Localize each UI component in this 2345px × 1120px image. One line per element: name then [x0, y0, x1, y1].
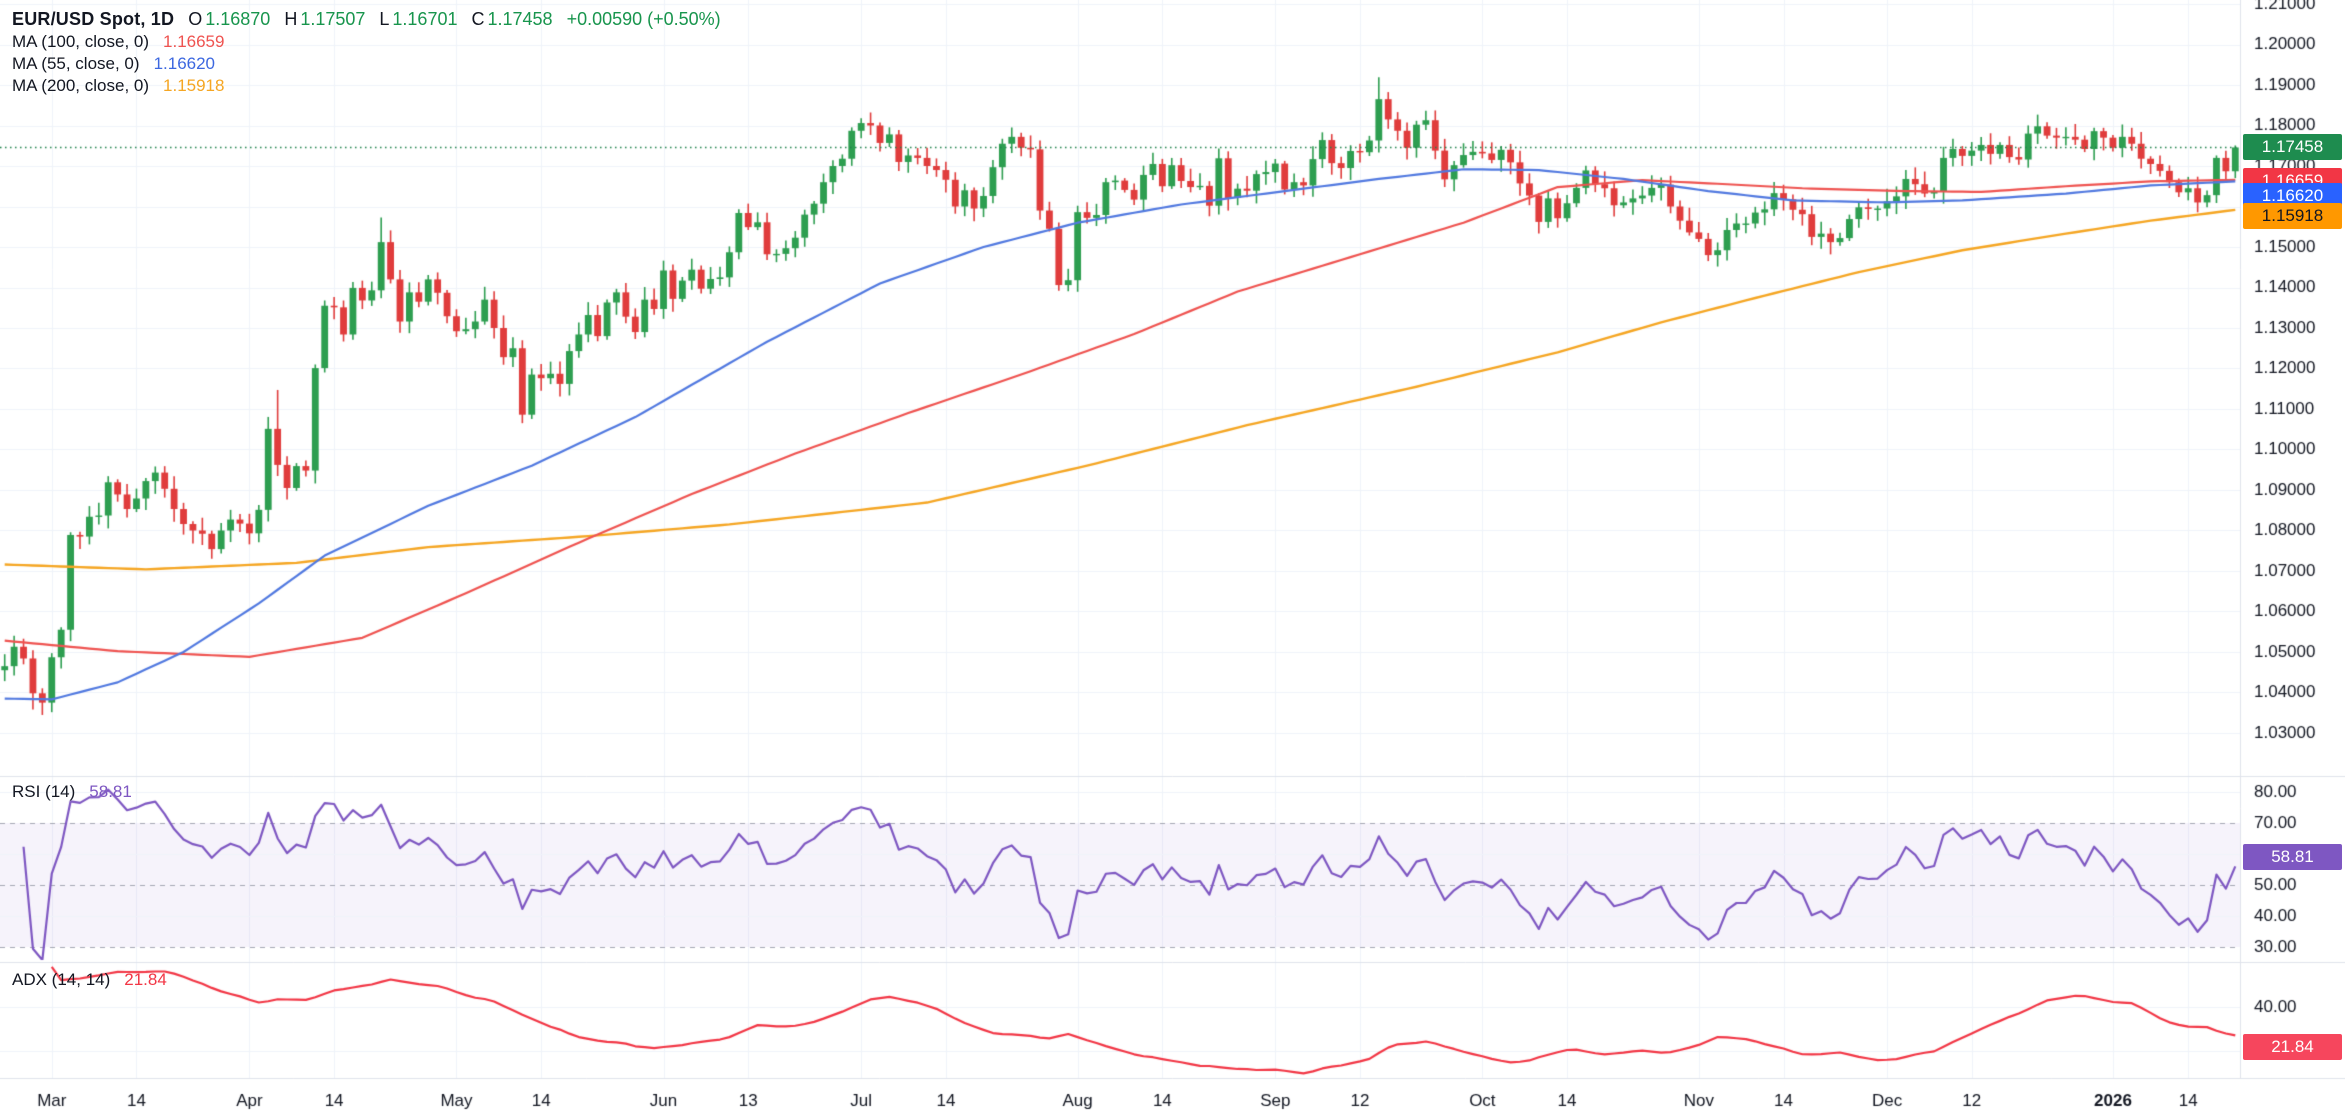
adx-legend-value: 21.84 [124, 970, 167, 989]
price-scale[interactable] [2240, 0, 2345, 1078]
symbol-title: EUR/USD Spot, 1D [12, 9, 175, 29]
ma55-legend: MA (55, close, 0) 1.16620 [12, 54, 216, 73]
time-scale[interactable] [0, 1078, 2345, 1120]
ohlc-low: L 1.16701 [379, 9, 458, 29]
ohlc-open: O 1.16870 [188, 9, 271, 29]
symbol-row: EUR/USD Spot, 1D O 1.16870 H 1.17507 L 1.16… [12, 8, 721, 31]
change-value: +0.00590 (+0.50%) [566, 9, 721, 29]
chart-legend: EUR/USD Spot, 1D O 1.16870 H 1.17507 L 1.16… [12, 8, 721, 97]
rsi-legend: RSI (14) 58.81 [12, 782, 132, 801]
ma55-legend-value: 1.16620 [153, 54, 216, 73]
ma100-legend-value: 1.16659 [163, 32, 225, 51]
axis-badge-current-price: 1.17458 [2243, 134, 2342, 160]
axis-badge-adx-value: 21.84 [2243, 1034, 2342, 1060]
ma200-legend: MA (200, close, 0) 1.15918 [12, 76, 225, 95]
adx-legend: ADX (14, 14) 21.84 [12, 970, 167, 989]
ohlc-high: H 1.17507 [284, 9, 366, 29]
axis-badge-rsi-value: 58.81 [2243, 844, 2342, 870]
axis-badge-ma200-value: 1.15918 [2243, 203, 2342, 229]
ohlc-close: C 1.17458 [471, 9, 553, 29]
ma200-legend-value: 1.15918 [163, 76, 225, 95]
rsi-legend-value: 58.81 [89, 782, 132, 801]
ma100-legend: MA (100, close, 0) 1.16659 [12, 32, 225, 51]
